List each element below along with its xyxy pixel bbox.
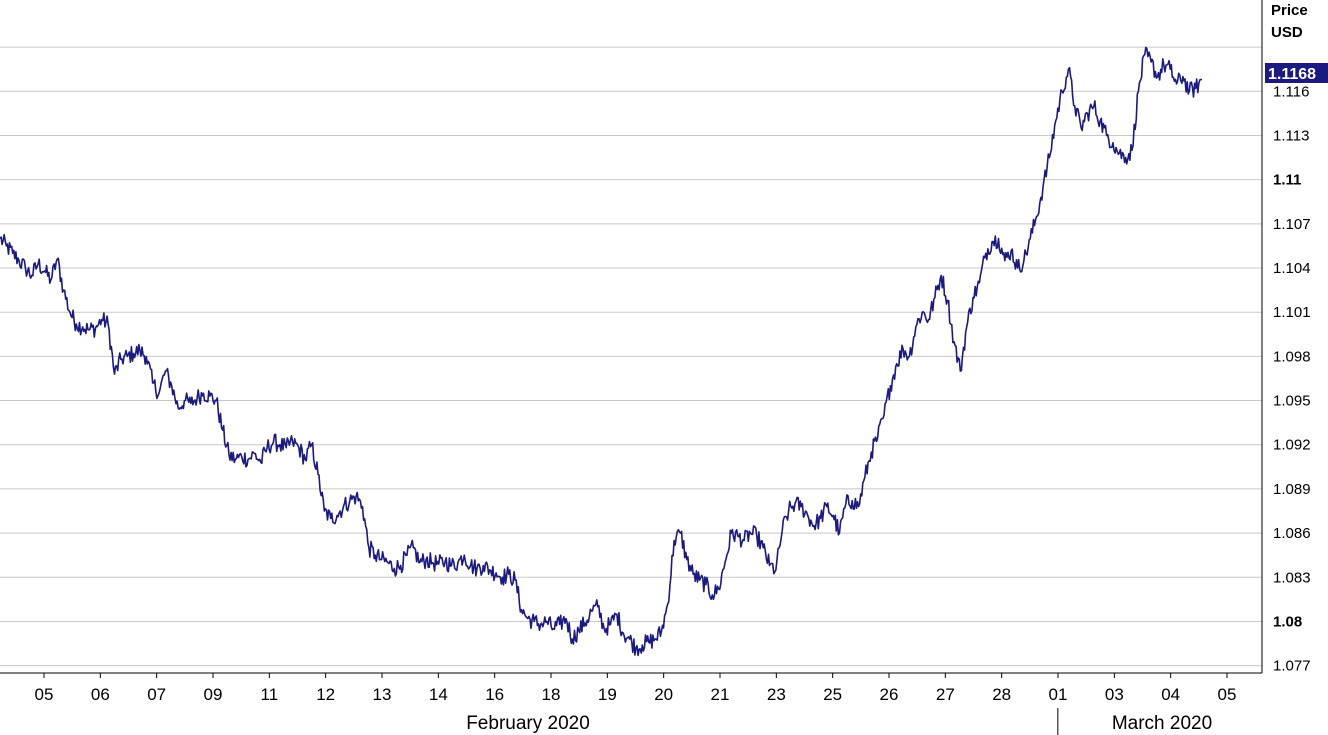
y-tick-label: 1.095 [1273, 393, 1311, 410]
x-tick-label: 26 [880, 685, 899, 704]
x-tick-label: 11 [261, 685, 279, 704]
x-tick-label: 23 [767, 685, 786, 704]
month-label: February 2020 [466, 713, 590, 734]
y-tick-label: 1.098 [1273, 348, 1311, 365]
x-tick-label: 09 [204, 685, 223, 704]
y-tick-label: 1.083 [1273, 569, 1311, 586]
x-tick-label: 14 [429, 685, 448, 704]
gridlines [0, 46, 1262, 667]
x-tick-label: 04 [1161, 685, 1180, 704]
y-tick-label: 1.113 [1273, 127, 1309, 144]
x-tick-label: 01 [1049, 685, 1068, 704]
x-tick-label: 13 [373, 685, 392, 704]
x-tick-label: 05 [35, 685, 54, 704]
y-axis-labels: 1.077 1.08 1.083 1.086 1.089 1.092 1.095 1.098 1… [1273, 83, 1311, 674]
x-tick-label: 19 [598, 685, 617, 704]
month-label: March 2020 [1112, 713, 1212, 734]
y-tick-label: 1.089 [1273, 481, 1311, 498]
y-tick-label: 1.101 [1273, 304, 1311, 321]
y-tick-label: 1.086 [1273, 525, 1311, 542]
last-price-marker: 1.1168 [1265, 63, 1328, 83]
y-tick-label: 1.116 [1273, 83, 1309, 100]
x-axis-ticks: 05 06 07 09 11 12 13 14 16 18 19 20 21 23 25 26 27 28 01 03… [35, 673, 1237, 704]
x-tick-label: 20 [654, 685, 673, 704]
last-price-label: 1.1168 [1268, 66, 1316, 83]
y-tick-label: 1.11 [1273, 172, 1301, 189]
y-tick-label: 1.104 [1273, 260, 1311, 277]
last-price-box [1265, 63, 1328, 83]
x-tick-label: 07 [147, 685, 166, 704]
x-tick-label: 06 [91, 685, 110, 704]
y-tick-label: 1.092 [1273, 437, 1311, 454]
x-tick-label: 25 [823, 685, 842, 704]
x-tick-label: 28 [992, 685, 1011, 704]
x-tick-label: 12 [316, 685, 335, 704]
y-unit-currency-label: USD [1271, 24, 1303, 41]
price-series-line [0, 46, 1202, 657]
x-tick-label: 03 [1105, 685, 1124, 704]
y-unit-price-label: Price [1271, 2, 1308, 19]
y-tick-label: 1.077 [1273, 658, 1311, 675]
x-tick-label: 27 [936, 685, 955, 704]
x-tick-label: 18 [542, 685, 561, 704]
x-tick-label: 21 [711, 685, 730, 704]
y-tick-label: 1.107 [1273, 216, 1311, 233]
x-tick-label: 05 [1218, 685, 1237, 704]
x-tick-label: 16 [485, 685, 504, 704]
y-tick-label: 1.08 [1273, 613, 1302, 630]
month-labels: February 2020 March 2020 [466, 708, 1212, 735]
